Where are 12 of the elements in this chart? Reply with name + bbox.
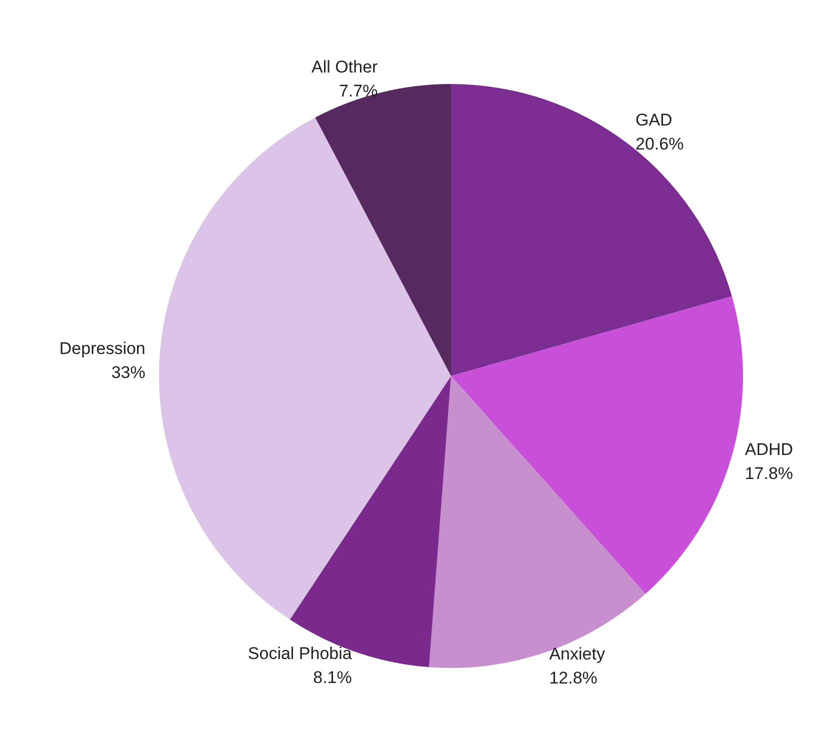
slice-label: GAD <box>635 110 672 130</box>
data-label: 33% <box>111 363 146 382</box>
slice-label: Social Phobia <box>248 644 352 663</box>
slice-label: Anxiety <box>549 644 606 664</box>
slice-label: Depression <box>59 339 146 358</box>
slice-label: All Other <box>312 57 378 76</box>
data-label: 8.1% <box>313 668 352 687</box>
data-label: 12.8% <box>549 668 598 688</box>
data-label: 20.6% <box>635 134 684 154</box>
slice-label: ADHD <box>744 440 794 459</box>
data-label: 17.8% <box>744 464 794 483</box>
data-label: 7.7% <box>338 81 378 100</box>
